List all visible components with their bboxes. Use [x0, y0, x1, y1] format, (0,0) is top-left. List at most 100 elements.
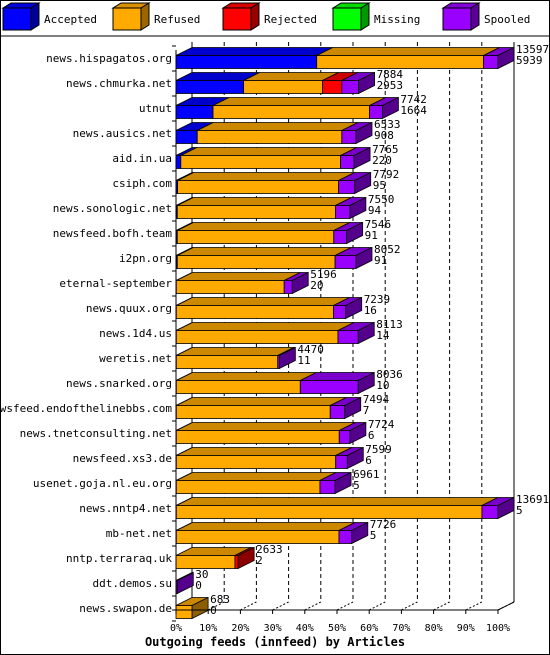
total-label-newsfeed-endofthelinebbs-com: 7494: [363, 393, 390, 406]
category-label-weretis-net: weretis.net: [99, 352, 172, 365]
bar-utnut-refused: [212, 105, 370, 119]
bar-news-quux-org-spooled: [333, 305, 347, 319]
bar-news-quux-org-refused: [175, 305, 334, 319]
bar-eternal-september-refused-top: [176, 272, 301, 281]
category-label-news-swapon-de: news.swapon.de: [79, 602, 172, 615]
category-label-usenet-goja-nl-eu-org: usenet.goja.nl.eu.org: [33, 477, 172, 490]
count-label-aid-in-ua: 220: [372, 154, 392, 167]
bar-usenet-goja-nl-eu-org-refused: [175, 480, 321, 494]
count-label-i2pn-org: 91: [374, 254, 387, 267]
bar-news-nntp4-net-refused: [175, 505, 483, 519]
bar-news-snarked-org-refused: [175, 380, 301, 394]
category-label-news-snarked-org: news.snarked.org: [66, 377, 172, 390]
bar-end-news-tnetconsulting-net: [349, 421, 367, 445]
bar-end-csiph-com: [354, 171, 372, 195]
count-label-csiph-com: 95: [373, 179, 386, 192]
bar-mb-net-net-spooled: [338, 530, 353, 544]
total-label-news-sonologic-net: 7550: [368, 193, 395, 206]
category-label-news-quux-org: news.quux.org: [86, 302, 172, 315]
legend-swatch-side-refused: [140, 2, 150, 31]
x-tick-label-7: 70%: [392, 623, 410, 634]
total-label-weretis-net: 4470: [297, 343, 324, 356]
category-label-newsfeed-bofh-team: newsfeed.bofh.team: [53, 227, 173, 240]
bar-news-snarked-org-spooled: [299, 380, 359, 394]
count-label-eternal-september: 20: [310, 279, 323, 292]
total-label-ddt-demos-su: 30: [195, 568, 208, 581]
legend-label-spooled: Spooled: [484, 13, 530, 26]
gridline-floor-8: [433, 601, 450, 611]
category-label-news-ausics-net: news.ausics.net: [73, 127, 172, 140]
count-label-news-hispagatos-org: 5939: [516, 54, 543, 67]
category-label-aid-in-ua: aid.in.ua: [112, 152, 172, 165]
category-label-news-1d4-us: news.1d4.us: [99, 327, 172, 340]
bar-news-chmurka-net-rejected: [322, 80, 343, 94]
total-label-usenet-goja-nl-eu-org: 6961: [353, 468, 380, 481]
gridline-floor-5: [336, 601, 354, 611]
count-label-news-nntp4-net: 5: [516, 504, 523, 517]
bar-end-nntp-terraraq-uk: [237, 546, 255, 570]
bar-news-quux-org-refused-top: [176, 297, 350, 306]
category-label-mb-net-net: mb-net.net: [106, 527, 172, 540]
total-label-news-snarked-org: 8036: [376, 368, 403, 381]
category-label-newsfeed-endofthelinebbs-com: newsfeed.endofthelinebbs.com: [0, 402, 172, 415]
bar-end-news-ausics-net: [355, 121, 373, 145]
bar-news-ausics-net-refused: [196, 130, 343, 144]
total-label-i2pn-org: 8052: [374, 243, 401, 256]
total-label-aid-in-ua: 7765: [372, 143, 399, 156]
legend-label-missing: Missing: [374, 13, 420, 26]
bar-news-ausics-net-spooled: [341, 130, 357, 144]
total-label-news-swapon-de: 683: [210, 593, 230, 606]
gridline-floor-2: [240, 601, 257, 611]
x-tick-label-10: 100%: [486, 623, 510, 634]
bar-news-chmurka-net-accepted: [175, 80, 245, 94]
legend-swatch-spooled: [442, 7, 472, 31]
x-tick-label-0: 0%: [170, 623, 182, 634]
bar-aid-in-ua-spooled: [340, 155, 355, 169]
bar-end-news-snarked-org: [357, 371, 375, 395]
bar-news-chmurka-net-refused: [243, 80, 323, 94]
gridline-floor-6: [368, 601, 386, 611]
count-label-news-ausics-net: 908: [374, 129, 394, 142]
count-label-utnut: 1664: [400, 104, 427, 117]
x-tick-label-8: 80%: [425, 623, 443, 634]
bar-news-tnetconsulting-net-spooled: [338, 430, 351, 444]
category-labels: news.hispagatos.org news.chmurka.net utnut…: [0, 52, 172, 615]
count-label-news-chmurka-net: 2953: [377, 79, 404, 92]
bar-csiph-com-refused: [177, 180, 340, 194]
bar-weretis-net-refused: [175, 355, 279, 369]
category-label-news-nntp4-net: news.nntp4.net: [79, 502, 172, 515]
bar-news-sonologic-net-refused-top: [177, 197, 352, 206]
bar-aid-in-ua-refused-top: [180, 147, 357, 156]
bar-news-tnetconsulting-net-refused-top: [176, 422, 356, 431]
legend-swatch-side-spooled: [470, 2, 480, 31]
category-label-news-chmurka-net: news.chmurka.net: [66, 77, 172, 90]
bar-mb-net-net-refused-top: [176, 522, 356, 531]
count-label-mb-net-net: 5: [370, 529, 377, 542]
x-tick-label-3: 30%: [264, 623, 282, 634]
total-label-news-ausics-net: 6533: [374, 118, 401, 131]
x-tick-label-9: 90%: [457, 623, 475, 634]
bar-csiph-com-refused-top: [177, 172, 355, 181]
legend-swatch-refused: [112, 7, 142, 31]
bar-news-1d4-us-spooled: [337, 330, 359, 344]
category-label-news-tnetconsulting-net: news.tnetconsulting.net: [20, 427, 172, 440]
bar-i2pn-org-spooled: [334, 255, 357, 269]
bar-news-hispagatos-org-refused: [316, 55, 484, 69]
bar-news-swapon-de-refused: [175, 605, 193, 619]
bar-end-eternal-september: [291, 271, 309, 295]
count-label-newsfeed-endofthelinebbs-com: 7: [363, 404, 370, 417]
total-label-eternal-september: 5196: [310, 268, 337, 281]
legend-label-refused: Refused: [154, 13, 200, 26]
bar-newsfeed-xs3-de-spooled: [335, 455, 348, 469]
category-label-news-hispagatos-org: news.hispagatos.org: [46, 52, 172, 65]
bar-news-sonologic-net-refused: [176, 205, 336, 219]
x-axis-title: Outgoing feeds (innfeed) by Articles: [145, 635, 405, 649]
category-label-news-sonologic-net: news.sonologic.net: [53, 202, 172, 215]
bar-news-hispagatos-org-accepted-top: [175, 47, 333, 56]
category-label-nntp-terraraq-uk: nntp.terraraq.uk: [66, 552, 172, 565]
total-label-news-nntp4-net: 13691: [516, 493, 549, 506]
bar-usenet-goja-nl-eu-org-spooled: [319, 480, 336, 494]
total-label-newsfeed-bofh-team: 7546: [365, 218, 392, 231]
bar-mb-net-net-refused: [175, 530, 340, 544]
bar-aid-in-ua-accepted: [175, 155, 182, 169]
